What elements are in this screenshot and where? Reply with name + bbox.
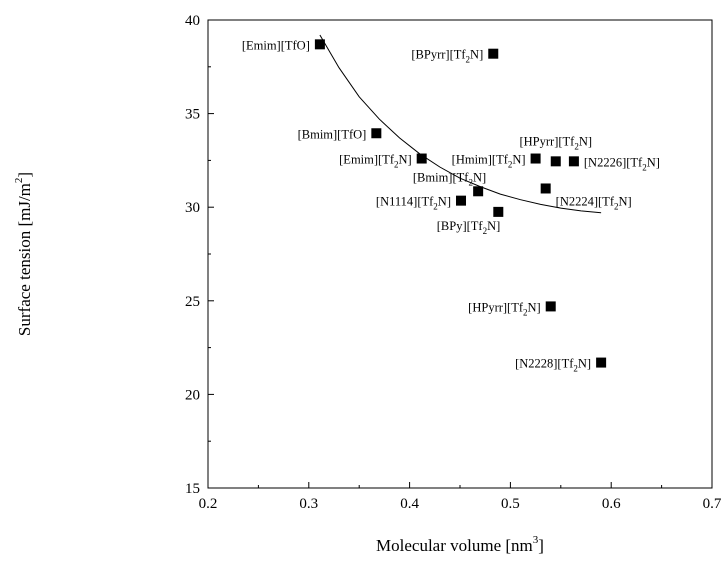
data-point xyxy=(488,48,499,59)
x-axis-title: Molecular volume [nm3] xyxy=(376,534,544,555)
data-point xyxy=(568,156,579,167)
data-points: [Emim][TfO] [BPyrr][Tf2N] [Bmim][TfO] [Emim… xyxy=(242,38,660,373)
data-point-label: [Emim][TfO] xyxy=(242,38,310,52)
x-tick-label: 0.2 xyxy=(199,496,218,512)
data-point-label: [BPy][Tf2N] xyxy=(437,219,501,236)
y-tick-label: 30 xyxy=(185,200,200,216)
data-point-label: [N1114][Tf2N] xyxy=(376,195,451,212)
data-point xyxy=(416,153,427,164)
y-axis-title: Surface tension [mJ/m2] xyxy=(13,172,34,336)
data-point-label: [HPyrr][Tf2N] xyxy=(519,134,592,151)
data-point-label: [Hmim][Tf2N] xyxy=(452,153,526,170)
data-point-label: [Bmim][Tf2N] xyxy=(413,170,486,187)
x-axis-ticks: 0.2 0.3 0.4 0.5 0.6 0.7 xyxy=(199,482,722,512)
data-point xyxy=(545,301,556,312)
y-tick-label: 25 xyxy=(185,294,200,310)
data-point xyxy=(493,206,504,217)
data-point xyxy=(530,153,541,164)
data-point xyxy=(540,183,551,194)
data-point-label: [N2228][Tf2N] xyxy=(515,357,591,374)
fit-curve xyxy=(319,34,602,214)
data-point xyxy=(314,39,325,50)
data-point xyxy=(456,195,467,206)
data-point-label: [Bmim][TfO] xyxy=(298,127,367,141)
data-point xyxy=(371,128,382,139)
x-tick-label: 0.3 xyxy=(299,496,318,512)
x-tick-label: 0.5 xyxy=(501,496,520,512)
y-tick-label: 15 xyxy=(185,481,200,497)
y-tick-label: 40 xyxy=(185,13,200,29)
data-point-label: [HPyrr][Tf2N] xyxy=(468,300,541,317)
data-point xyxy=(473,186,484,197)
x-tick-label: 0.7 xyxy=(703,496,722,512)
data-point xyxy=(596,357,607,368)
x-tick-label: 0.6 xyxy=(602,496,621,512)
data-point xyxy=(550,156,561,167)
y-tick-label: 20 xyxy=(185,387,200,403)
data-point-label: [N2226][Tf2N] xyxy=(584,155,660,172)
data-point-label: [Emim][Tf2N] xyxy=(339,153,412,170)
y-tick-label: 35 xyxy=(185,107,200,123)
data-point-label: [N2224][Tf2N] xyxy=(556,194,632,211)
plot-frame xyxy=(207,19,713,489)
x-tick-label: 0.4 xyxy=(400,496,419,512)
data-point-label: [BPyrr][Tf2N] xyxy=(411,48,483,65)
y-axis-ticks: 15 20 25 30 35 40 xyxy=(185,13,214,497)
